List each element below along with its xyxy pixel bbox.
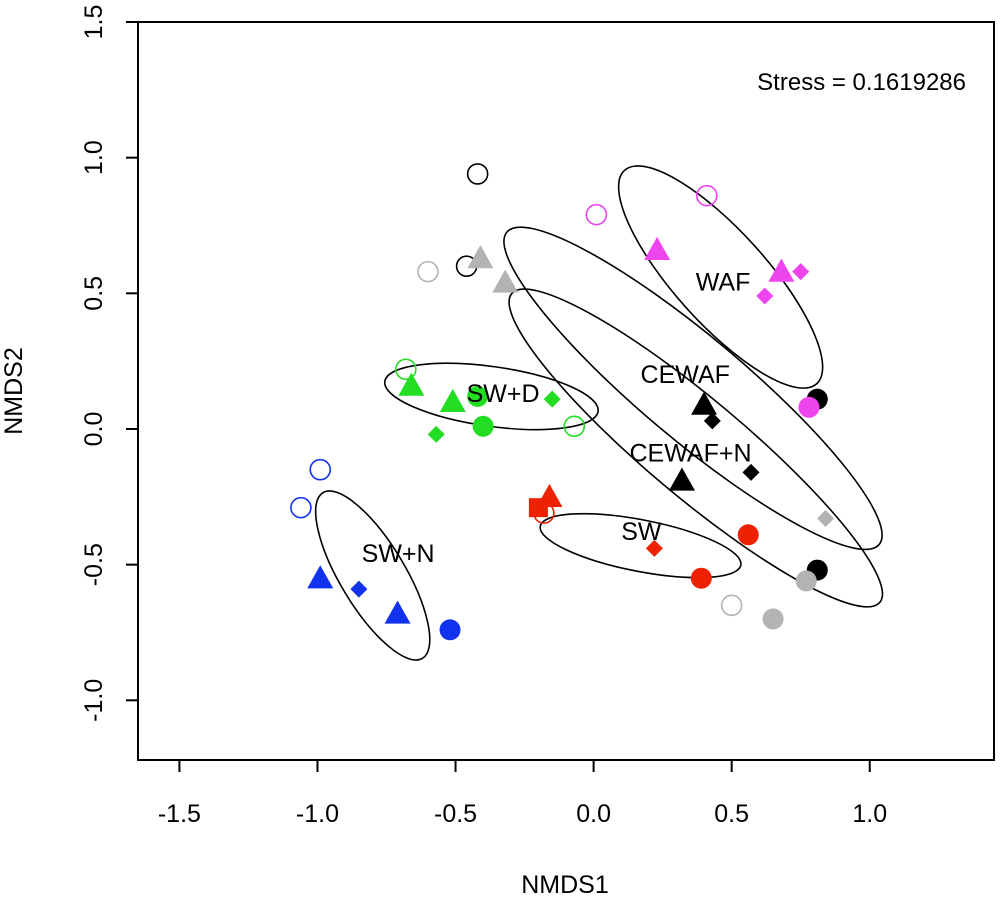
ellipse-sw — [539, 512, 742, 579]
point-cewaf-diamond — [742, 463, 760, 481]
group-label-cewaf-plus-n: CEWAF+N — [630, 440, 752, 468]
x-tick-label: -1.5 — [158, 800, 201, 828]
point-cewaf-plus-n-diamond — [817, 510, 835, 528]
group-label-waf: WAF — [696, 269, 751, 297]
x-axis: -1.5 -1.0 -0.5 0.0 0.5 1.0 — [158, 759, 887, 828]
point-cewaf-plus-n-circle — [762, 608, 784, 630]
point-sw-plus-n-open-circle — [309, 458, 332, 481]
point-waf-diamond — [756, 287, 774, 305]
point-waf-circle — [798, 396, 820, 418]
point-sw-plus-n-triangle — [307, 565, 334, 589]
point-sw-plus-n-triangle — [384, 600, 411, 624]
x-tick-label: -0.5 — [434, 800, 477, 828]
point-cewaf-plus-n-open-circle — [720, 594, 743, 617]
point-sw-diamond — [645, 539, 663, 557]
point-sw-plus-n-open-circle — [290, 496, 312, 519]
y-tick-label: -0.5 — [80, 543, 108, 586]
stress-annotation: Stress = 0.1619286 — [757, 69, 966, 96]
point-cewaf-triangle — [668, 467, 695, 491]
y-tick-label: 0.0 — [80, 412, 108, 447]
point-waf-open-circle — [585, 203, 608, 226]
y-tick-label: 1.0 — [80, 140, 108, 175]
point-cewaf-diamond — [703, 412, 721, 430]
point-sw-plus-d-triangle — [398, 372, 425, 396]
x-axis-title: NMDS1 — [521, 871, 609, 899]
point-sw-circle — [690, 567, 712, 589]
x-tick-label: 0.5 — [714, 800, 749, 828]
point-sw-plus-d-triangle — [439, 388, 466, 412]
y-tick-label: 0.5 — [80, 276, 108, 311]
group-label-sw-plus-n: SW+N — [362, 540, 435, 568]
point-sw-plus-d-circle — [467, 385, 489, 407]
point-cewaf-plus-n-triangle — [492, 269, 519, 293]
x-tick-label: -1.0 — [296, 800, 339, 828]
point-waf-open-circle — [696, 184, 718, 207]
point-sw-plus-d-diamond — [543, 390, 561, 408]
group-label-sw: SW — [621, 518, 662, 546]
point-sw-plus-n-diamond — [350, 580, 368, 598]
point-cewaf-plus-n-triangle — [467, 245, 494, 269]
ellipse-cewaf-plus-n — [508, 288, 884, 608]
point-sw-open-circle — [533, 502, 555, 524]
y-axis: -1.0 -0.5 0.0 0.5 1.0 1.5 — [80, 5, 139, 722]
ellipse-waf — [617, 165, 824, 389]
ellipse-sw-plus-n — [314, 490, 431, 661]
point-waf-triangle — [644, 236, 671, 261]
y-axis-title: NMDS2 — [0, 347, 28, 435]
point-sw-plus-d-open-circle — [395, 358, 417, 381]
point-cewaf-plus-n-open-circle — [417, 260, 439, 283]
point-sw-plus-d-open-circle — [563, 415, 586, 438]
data-points — [290, 163, 835, 641]
point-cewaf-triangle — [691, 391, 718, 415]
y-tick-label: -1.0 — [80, 679, 108, 722]
point-sw-plus-n-circle — [439, 619, 461, 641]
group-labels: WAF CEWAF CEWAF+N SW+D SW SW+N — [362, 269, 752, 568]
group-label-sw-plus-d: SW+D — [467, 380, 540, 408]
ellipse-cewaf — [503, 226, 883, 551]
x-tick-label: 0.0 — [576, 800, 611, 828]
group-label-cewaf: CEWAF — [641, 361, 730, 389]
point-waf-triangle — [768, 258, 795, 282]
point-sw-plus-d-diamond — [427, 425, 445, 443]
point-sw-plus-d-circle — [472, 415, 494, 437]
point-sw-triangle — [536, 483, 563, 507]
point-waf-diamond — [792, 263, 810, 281]
point-cewaf-plus-n-circle — [795, 570, 817, 592]
y-tick-label: 1.5 — [80, 5, 108, 40]
point-sw-circle — [737, 524, 759, 546]
x-tick-label: 1.0 — [852, 800, 887, 828]
point-cewaf-open-circle — [466, 163, 489, 185]
